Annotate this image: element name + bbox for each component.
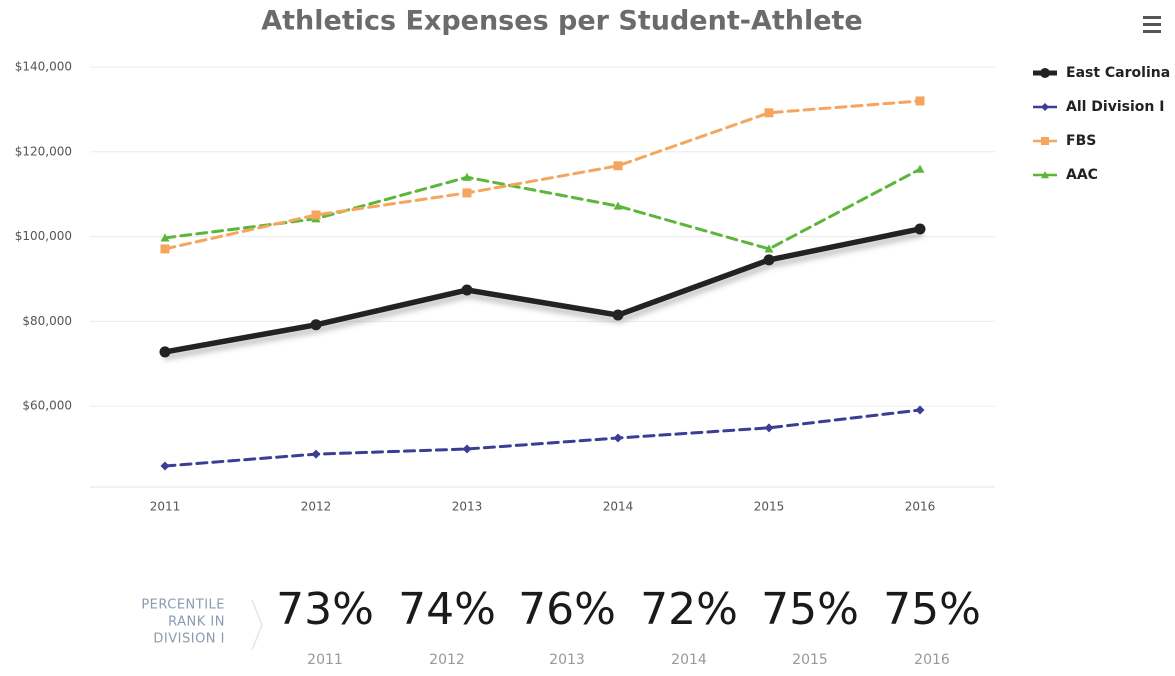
marker [310, 319, 322, 331]
y-tick-label: $140,000 [15, 60, 72, 74]
marker [764, 423, 774, 433]
y-tick-label: $60,000 [22, 399, 72, 413]
legend-label: All Division I [1066, 99, 1164, 115]
percentile-label: RANK IN [168, 615, 225, 630]
percentile-year: 2013 [549, 652, 585, 668]
marker [462, 188, 472, 198]
legend-marker [1041, 103, 1049, 111]
marker [311, 210, 321, 220]
legend-marker [1040, 68, 1050, 78]
percentile-rank: 74% [398, 584, 496, 635]
percentile-year: 2012 [429, 652, 465, 668]
marker [462, 444, 472, 454]
percentile-rank: 73% [276, 584, 374, 635]
percentile-rank: 76% [518, 584, 616, 635]
menu-bar [1143, 16, 1161, 19]
x-tick-label: 2014 [603, 500, 634, 514]
marker [613, 161, 623, 171]
marker [914, 223, 926, 235]
marker [764, 108, 774, 118]
percentile-year: 2014 [671, 652, 707, 668]
chart-title: Athletics Expenses per Student-Athlete [261, 6, 863, 37]
legend-marker [1041, 171, 1049, 179]
percentile-label: PERCENTILE [141, 598, 225, 613]
menu-bar [1143, 30, 1161, 33]
marker [160, 244, 170, 254]
legend-label: FBS [1066, 133, 1096, 149]
x-tick-label: 2015 [754, 500, 785, 514]
marker [915, 164, 925, 173]
chevron [251, 599, 263, 651]
marker [763, 254, 775, 266]
marker [461, 284, 473, 296]
marker [612, 309, 624, 321]
marker [915, 96, 925, 106]
marker [915, 405, 925, 415]
series-line [163, 408, 922, 468]
legend-label: AAC [1066, 167, 1098, 183]
percentile-rank: 75% [761, 584, 859, 635]
marker [462, 172, 472, 181]
x-tick-label: 2012 [301, 500, 332, 514]
marker [613, 201, 623, 210]
percentile-rank: 72% [640, 584, 738, 635]
marker [159, 346, 171, 358]
x-tick-label: 2011 [150, 500, 181, 514]
series-line [162, 226, 923, 355]
y-tick-label: $100,000 [15, 229, 72, 243]
legend-marker [1041, 137, 1049, 145]
series-line [163, 99, 922, 251]
marker [613, 433, 623, 443]
y-tick-label: $80,000 [22, 314, 72, 328]
menu-button[interactable] [1143, 16, 1161, 33]
percentile-year: 2011 [307, 652, 343, 668]
marker [160, 461, 170, 471]
menu-bar [1143, 23, 1161, 26]
y-tick-label: $120,000 [15, 144, 72, 158]
legend-label: East Carolina [1066, 65, 1170, 81]
percentile-rank: 75% [883, 584, 981, 635]
marker [311, 449, 321, 459]
percentile-year: 2015 [792, 652, 828, 668]
marker [160, 233, 170, 242]
marker [764, 244, 774, 253]
x-tick-label: 2013 [452, 500, 483, 514]
x-tick-label: 2016 [905, 500, 936, 514]
percentile-year: 2016 [914, 652, 950, 668]
percentile-label: DIVISION I [153, 632, 225, 647]
